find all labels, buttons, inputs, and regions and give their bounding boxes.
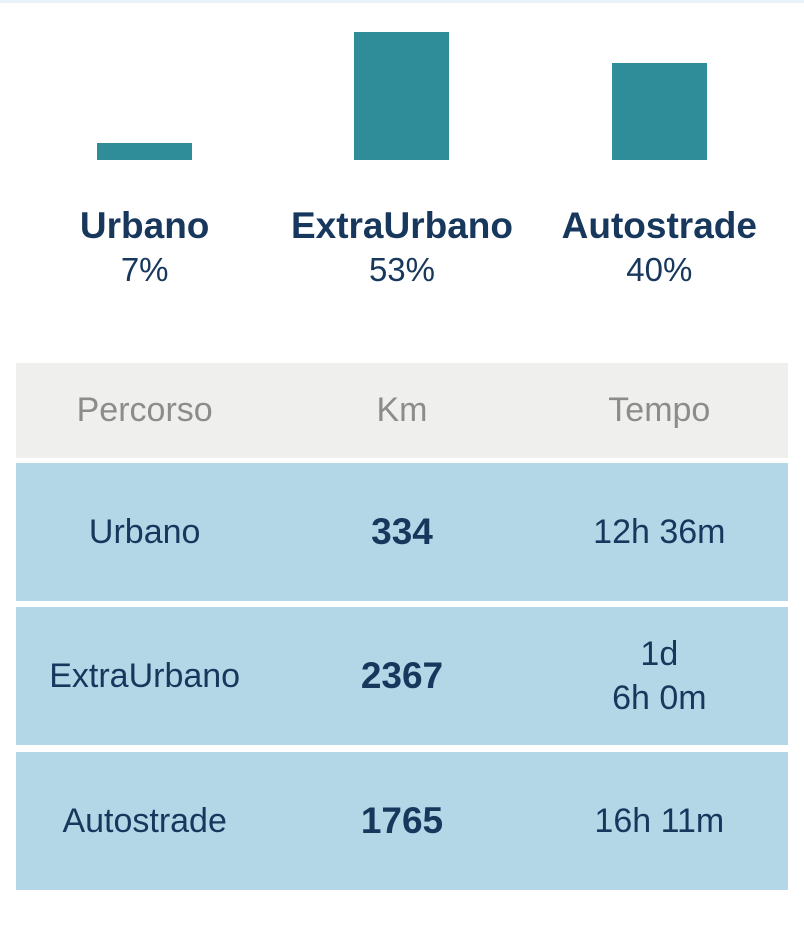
bar-area-autostrade: [611, 32, 707, 160]
cell-km-autostrade: 1765: [360, 800, 444, 841]
category-label-autostrade: Autostrade: [561, 205, 757, 246]
cell-tempo-autostrade: 16h 11m: [594, 802, 725, 840]
bar-extraurbano: [354, 32, 450, 160]
cell-percorso-urbano: Urbano: [88, 513, 201, 551]
chart-column-extraurbano: ExtraUrbano 53%: [273, 32, 530, 291]
category-percent-extraurbano: 53%: [368, 251, 436, 288]
category-percent-autostrade: 40%: [626, 251, 693, 288]
cell-km-extraurbano: 2367: [360, 655, 444, 696]
bar-urbano: [97, 143, 193, 160]
cell-tempo-extraurbano: 1d 6h 0m: [612, 635, 707, 717]
bar-autostrade: [611, 63, 707, 160]
column-header-percorso: Percorso: [76, 391, 213, 429]
table-row-extraurbano: ExtraUrbano 2367 1d 6h 0m: [16, 607, 788, 745]
category-label-urbano: Urbano: [79, 205, 210, 246]
chart-column-autostrade: Autostrade 40%: [531, 32, 788, 291]
route-summary-table: Percorso Km Tempo Urbano 334 12h 36m Ext…: [16, 363, 788, 890]
cell-percorso-autostrade: Autostrade: [62, 802, 227, 840]
chart-column-urbano: Urbano 7%: [16, 32, 273, 291]
top-edge-divider: [0, 0, 804, 3]
column-header-km: Km: [376, 391, 428, 429]
table-header-row: Percorso Km Tempo: [16, 363, 788, 458]
bar-area-extraurbano: [354, 32, 450, 160]
cell-percorso-extraurbano: ExtraUrbano: [49, 657, 241, 695]
bar-area-urbano: [97, 32, 193, 160]
category-label-extraurbano: ExtraUrbano: [290, 205, 514, 246]
route-type-bar-chart: Urbano 7% ExtraUrbano 53% Autostrade 40%: [16, 32, 788, 291]
column-header-tempo: Tempo: [608, 391, 711, 429]
cell-tempo-urbano: 12h 36m: [593, 513, 726, 551]
table-row-urbano: Urbano 334 12h 36m: [16, 463, 788, 601]
cell-km-urbano: 334: [371, 511, 433, 552]
category-percent-urbano: 7%: [120, 251, 169, 288]
table-row-autostrade: Autostrade 1765 16h 11m: [16, 752, 788, 890]
